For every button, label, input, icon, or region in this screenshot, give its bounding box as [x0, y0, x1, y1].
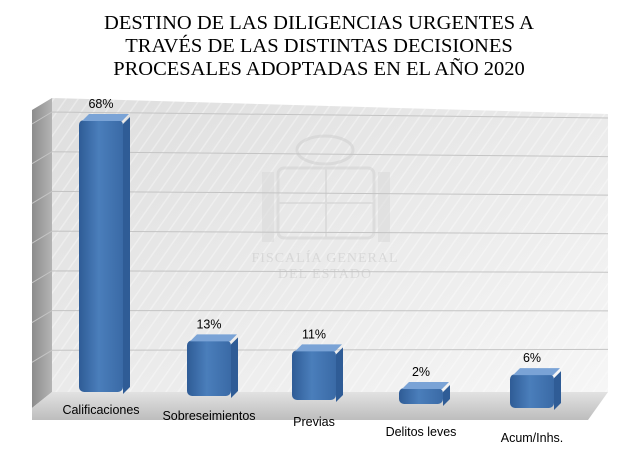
bar-top [82, 113, 129, 121]
watermark-line-2: DEL ESTADO [278, 267, 372, 282]
chart-title: DESTINO DE LAS DILIGENCIAS URGENTES A TR… [0, 12, 638, 81]
bar-side [443, 385, 450, 406]
bars [79, 113, 561, 410]
category-label: Delitos leves [386, 425, 457, 439]
gridline [31, 151, 609, 165]
gridline [31, 190, 609, 204]
bar-side [336, 347, 343, 402]
category-label: Acum/Inhs. [501, 431, 564, 445]
bar-side [123, 116, 130, 394]
gridlines [31, 111, 609, 363]
gridline [31, 310, 609, 324]
category-label: Previas [293, 415, 335, 429]
value-labels: 68% 13% 11% 2% 6% [88, 97, 541, 379]
value-label: 68% [88, 97, 113, 111]
category-label: Sobreseimientos [162, 409, 255, 423]
category-labels: Calificaciones Sobreseimientos Previas Deli… [62, 403, 563, 445]
bar-top [402, 382, 449, 389]
gridline [31, 111, 609, 125]
value-label: 13% [196, 317, 221, 331]
category-label: Calificaciones [62, 403, 139, 417]
watermark-emblem: FISCALÍA GENERAL DEL ESTADO [251, 134, 398, 282]
value-label: 2% [412, 365, 430, 379]
bar [292, 350, 336, 400]
bar [399, 388, 443, 404]
bar-top [295, 344, 342, 352]
gridline [31, 270, 609, 284]
gridline [31, 348, 609, 363]
gridline [31, 230, 609, 244]
bar [187, 340, 231, 396]
bar [510, 374, 554, 408]
chart-walls [32, 98, 608, 420]
bar-top [190, 334, 237, 342]
bar-side [554, 371, 561, 410]
back-wall-texture [52, 98, 608, 392]
bar-top [513, 368, 560, 376]
bar-side [231, 337, 238, 398]
value-label: 6% [523, 351, 541, 365]
watermark-line-1: FISCALÍA GENERAL [251, 249, 398, 266]
chart-title-line-3: PROCESALES ADOPTADAS EN EL AÑO 2020 [113, 58, 525, 80]
value-label: 11% [302, 327, 326, 341]
bar [79, 119, 123, 392]
chart-title-line-1: DESTINO DE LAS DILIGENCIAS URGENTES A [104, 12, 534, 34]
side-wall [32, 98, 52, 408]
chart-title-line-2: TRAVÉS DE LAS DISTINTAS DECISIONES [125, 35, 513, 57]
floor [32, 392, 608, 420]
